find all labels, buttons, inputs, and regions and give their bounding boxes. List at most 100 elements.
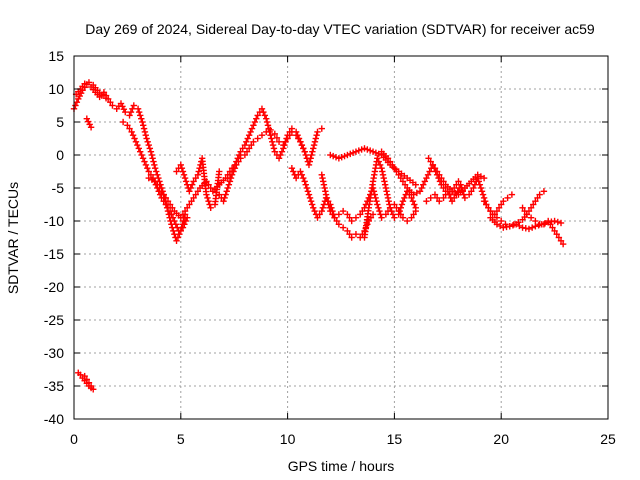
- data-point: [134, 141, 141, 149]
- data-point: [399, 198, 407, 205]
- data-point: [117, 100, 125, 107]
- data-point: [382, 184, 390, 192]
- data-point: [173, 237, 180, 244]
- data-point: [87, 384, 95, 392]
- data-point: [396, 207, 403, 215]
- data-point: [373, 198, 380, 205]
- data-point: [477, 184, 485, 192]
- data-point: [280, 141, 287, 149]
- data-point: [126, 125, 133, 132]
- data-point: [485, 204, 492, 211]
- data-point: [395, 171, 402, 178]
- data-point: [553, 231, 560, 238]
- data-point: [383, 188, 390, 195]
- data-point: [311, 138, 319, 145]
- data-point: [237, 155, 244, 162]
- data-point: [554, 218, 562, 226]
- grid-layer: [74, 56, 608, 419]
- data-point: [408, 214, 415, 221]
- data-point: [254, 135, 261, 142]
- data-point: [384, 155, 392, 162]
- data-point: [323, 194, 331, 202]
- data-point: [480, 174, 488, 182]
- data-point: [306, 194, 314, 202]
- data-point: [346, 214, 353, 221]
- data-point: [140, 122, 147, 129]
- data-point: [129, 132, 137, 139]
- data-point: [75, 95, 82, 103]
- data-point: [377, 211, 384, 218]
- data-point: [477, 173, 485, 180]
- data-point: [184, 214, 191, 221]
- data-point: [190, 194, 197, 202]
- data-point: [145, 141, 152, 149]
- y-tick-label: -30: [44, 345, 64, 361]
- y-tick-label: 5: [56, 114, 64, 130]
- data-point: [194, 188, 202, 195]
- data-point: [339, 224, 347, 231]
- data-point: [239, 145, 246, 152]
- data-point: [339, 207, 347, 215]
- data-point: [519, 204, 526, 211]
- data-point: [226, 178, 234, 185]
- data-point: [184, 204, 191, 211]
- data-point: [142, 132, 149, 139]
- data-point: [391, 165, 398, 172]
- x-tick-label: 25: [600, 431, 616, 447]
- data-point: [327, 151, 334, 159]
- data-point: [306, 158, 314, 165]
- data-point: [174, 234, 182, 241]
- data-point: [270, 145, 278, 152]
- data-point: [173, 168, 180, 175]
- data-point: [358, 146, 365, 153]
- data-point: [335, 211, 343, 218]
- data-point: [374, 155, 381, 162]
- data-point: [375, 158, 382, 165]
- data-point: [440, 184, 447, 192]
- data-point: [379, 168, 386, 175]
- data-point: [142, 161, 150, 169]
- data-point: [172, 221, 180, 228]
- data-point: [148, 151, 155, 159]
- data-point: [423, 198, 430, 205]
- data-point: [559, 240, 567, 248]
- data-point: [314, 128, 321, 136]
- data-point: [178, 165, 186, 172]
- y-axis-label: SDTVAR / TECUs: [5, 182, 21, 294]
- data-point: [181, 221, 188, 228]
- data-point: [478, 188, 486, 195]
- data-point: [404, 217, 411, 225]
- data-point: [527, 204, 535, 211]
- data-point: [344, 227, 351, 235]
- data-point: [188, 198, 195, 205]
- data-point: [427, 194, 434, 202]
- data-point: [143, 135, 150, 142]
- data-point: [302, 181, 309, 188]
- data-point: [369, 148, 377, 155]
- data-point: [170, 227, 177, 235]
- data-point: [139, 155, 147, 162]
- data-point: [104, 95, 112, 103]
- data-point: [216, 191, 223, 198]
- data-point: [333, 217, 340, 225]
- data-point: [248, 141, 255, 149]
- data-point: [425, 155, 432, 162]
- data-point: [186, 188, 193, 195]
- data-point: [169, 214, 177, 221]
- data-point: [164, 198, 172, 205]
- data-point: [440, 194, 447, 202]
- data-point: [312, 135, 319, 142]
- data-point: [468, 188, 475, 195]
- data-point: [77, 371, 84, 378]
- data-point: [166, 201, 174, 208]
- data-point: [147, 148, 155, 155]
- data-point: [355, 147, 362, 154]
- data-point: [187, 184, 194, 192]
- data-point: [132, 138, 140, 145]
- data-point: [534, 194, 541, 202]
- data-point: [412, 181, 419, 188]
- data-point: [378, 214, 385, 221]
- data-point: [313, 132, 320, 139]
- data-point: [222, 191, 229, 198]
